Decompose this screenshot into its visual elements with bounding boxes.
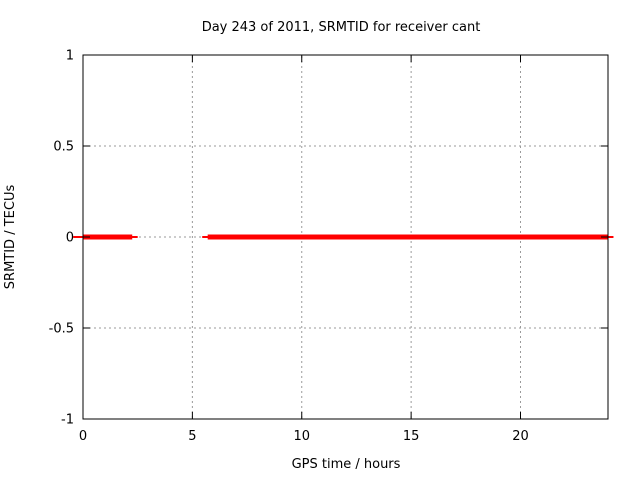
y-axis-label: SRMTID / TECUs [3, 185, 18, 290]
x-axis-label: GPS time / hours [292, 457, 401, 472]
x-tick-label: 10 [293, 429, 310, 444]
tick-marks [82, 54, 608, 420]
x-tick-label: 5 [188, 429, 196, 444]
x-tick-label: 0 [79, 429, 87, 444]
y-tick-label: 0 [66, 231, 74, 246]
x-tick-label: 15 [403, 429, 420, 444]
y-tick-label: 0.5 [53, 140, 74, 155]
tick-labels: 0 5 10 15 20 -1 -0.5 0 0.5 1 [49, 49, 529, 445]
chart-title: Day 243 of 2011, SRMTID for receiver can… [202, 20, 481, 35]
y-tick-label: -0.5 [49, 322, 74, 337]
x-tick-label: 20 [512, 429, 529, 444]
y-tick-label: 1 [66, 49, 74, 64]
y-tick-label: -1 [61, 413, 74, 428]
